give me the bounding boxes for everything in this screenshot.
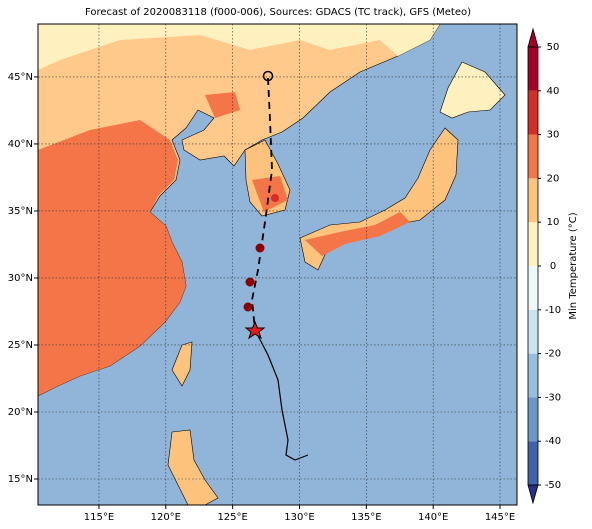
honshu-warm	[305, 212, 410, 256]
lon-tick-label: 120°E	[151, 512, 181, 523]
lat-tick-label: 45°N	[8, 72, 33, 83]
storm-symbols	[243, 194, 279, 312]
colorbar-tick-label: 40	[547, 86, 560, 97]
lon-tick-label: 125°E	[217, 512, 247, 523]
lat-tick-label: 40°N	[8, 139, 33, 150]
map-frame	[37, 23, 518, 506]
colorbar-segment	[528, 441, 538, 485]
lat-tick-label: 35°N	[8, 206, 33, 217]
colorbar-segment	[528, 134, 538, 179]
colorbar-tick-label: -40	[545, 436, 561, 447]
colorbar-tick-label: 50	[547, 42, 560, 53]
colorbar-tick-label: -30	[545, 392, 561, 403]
lon-tick-label: 145°E	[485, 512, 515, 523]
track	[251, 77, 309, 461]
taiwan	[171, 341, 193, 387]
colorbar-segment	[528, 397, 538, 442]
colorbar-segment	[528, 309, 538, 354]
lon-tick-label: 115°E	[84, 512, 114, 523]
colorbar-segment	[528, 47, 538, 91]
colorbar-tick-label: -20	[545, 349, 561, 360]
colorbar-tick-label: 10	[547, 217, 560, 228]
land-warm	[38, 120, 186, 396]
colorbar-segment	[528, 222, 538, 266]
korea-warm	[252, 176, 288, 212]
lat-tick-label: 15°N	[8, 474, 33, 485]
colorbar-tick-label: 0	[550, 261, 556, 272]
colorbar-label: Min Temperature (°C)	[568, 212, 579, 319]
land-warm-patch	[205, 92, 240, 118]
lat-tick-label: 20°N	[8, 407, 33, 418]
lat-tick-label: 30°N	[8, 273, 33, 284]
colorbar-tick-label: 20	[547, 173, 560, 184]
colorbar-segment	[528, 266, 538, 310]
land-cool	[38, 24, 440, 70]
title: Forecast of 2020083118 (f000-006), Sourc…	[85, 7, 471, 18]
lon-tick-label: 130°E	[284, 512, 314, 523]
colorbar-tick-label: 30	[547, 130, 560, 141]
lon-tick-label: 140°E	[418, 512, 448, 523]
lon-tick-label: 135°E	[351, 512, 381, 523]
colorbar-segment	[528, 90, 538, 135]
colorbar-segment	[528, 178, 538, 223]
colorbar-tick-label: -10	[545, 305, 561, 316]
colorbar-tick-label: -50	[545, 480, 561, 491]
map	[37, 23, 517, 506]
track-start	[262, 70, 274, 82]
luzon	[167, 429, 219, 506]
colorbar-extend-high	[527, 27, 539, 48]
colorbar-extend-low	[527, 484, 539, 505]
lat-tick-label: 25°N	[8, 340, 33, 351]
hokkaido	[439, 61, 506, 119]
colorbar-segment	[528, 353, 538, 398]
current-position	[244, 320, 266, 340]
